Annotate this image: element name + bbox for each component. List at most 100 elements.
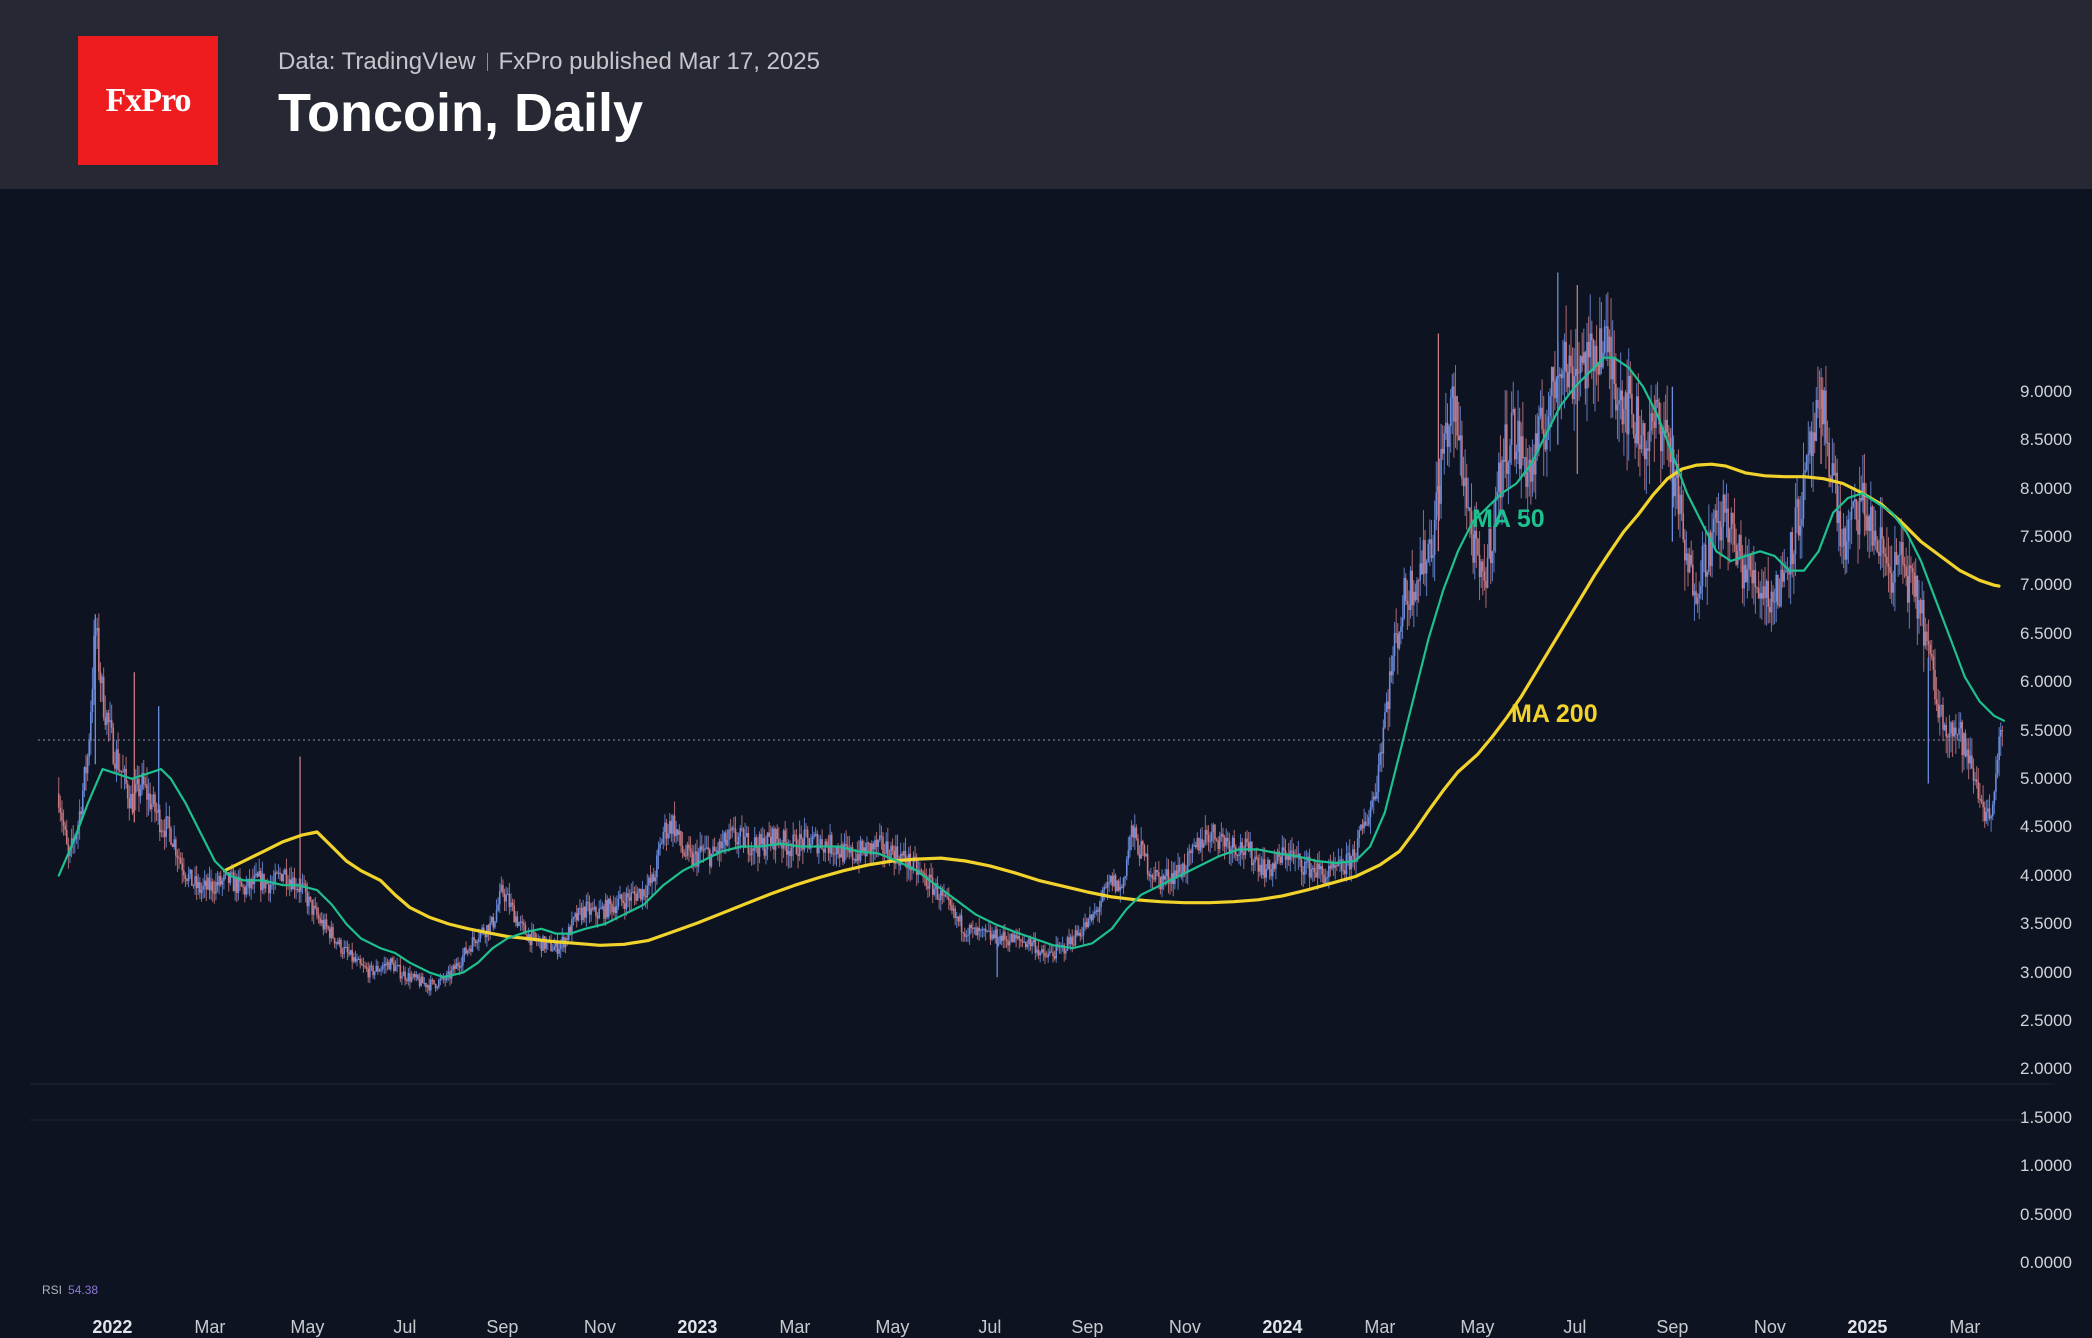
candle-body xyxy=(171,844,174,848)
candle-body xyxy=(890,845,892,863)
candle-body xyxy=(514,916,517,923)
candle-body xyxy=(837,846,839,855)
candle-body xyxy=(1002,931,1005,941)
candle-body xyxy=(1626,392,1628,435)
candle-body xyxy=(1050,951,1053,953)
candle-body xyxy=(1562,370,1564,379)
candle-body xyxy=(1509,445,1511,463)
candle-body xyxy=(1786,570,1789,572)
data-source: Data: TradingVIew xyxy=(278,48,476,75)
candle-body xyxy=(1953,727,1956,737)
candle-body xyxy=(1597,364,1600,375)
candle-body xyxy=(1032,940,1035,943)
price-chart[interactable]: 9.0000 8.5000 8.0000 7.5000 7.0000 6.5000 6.00… xyxy=(0,189,2092,1337)
candle-body xyxy=(599,908,602,910)
candle-body xyxy=(912,856,915,869)
candle-body xyxy=(1020,939,1022,942)
candle-body xyxy=(838,854,841,858)
candle-body xyxy=(349,950,352,955)
candle-body xyxy=(1214,824,1216,840)
candle-body xyxy=(644,895,647,898)
candle-body xyxy=(1117,880,1120,891)
candle-body xyxy=(800,834,803,840)
candle-body xyxy=(91,688,94,713)
candle-body xyxy=(466,950,469,954)
candle-body xyxy=(1084,922,1086,928)
candle-body xyxy=(782,830,785,849)
candle-body xyxy=(511,902,514,906)
price-tick: 3.5000 xyxy=(2020,914,2072,934)
candle-body xyxy=(1942,704,1944,730)
candle-body xyxy=(1615,383,1617,411)
candle-body xyxy=(867,842,870,844)
candle-body xyxy=(1496,491,1498,497)
candle-body xyxy=(1666,419,1668,433)
candle-body xyxy=(519,921,522,923)
candle-body xyxy=(1113,875,1115,886)
candle-body xyxy=(410,976,413,982)
candle-body xyxy=(325,919,328,927)
candle-body xyxy=(1645,448,1648,460)
candle-body xyxy=(219,875,222,885)
candle-body xyxy=(1015,934,1017,939)
candle-body xyxy=(834,853,836,855)
candle-body xyxy=(1906,576,1909,603)
candle-body xyxy=(1004,931,1006,940)
candle-body xyxy=(1283,847,1285,851)
candle-body xyxy=(118,770,121,772)
candle-body xyxy=(1948,733,1951,738)
candle-body xyxy=(163,831,166,837)
candle-body xyxy=(636,892,639,901)
candle-body xyxy=(1093,911,1096,914)
candle-body xyxy=(1647,448,1649,451)
candle-body xyxy=(516,916,519,927)
candle-body xyxy=(300,884,302,893)
candle-body xyxy=(648,877,650,886)
candle-body xyxy=(508,893,511,907)
candle-body xyxy=(542,936,544,951)
candle-body xyxy=(1231,837,1234,849)
candle-body xyxy=(1127,850,1130,860)
candle-body xyxy=(840,844,843,858)
price-tick: 4.5000 xyxy=(2020,817,2072,837)
candle-body xyxy=(112,727,115,764)
candle-body xyxy=(1315,872,1317,878)
rsi-indicator[interactable]: RSI 54.38 xyxy=(42,1283,98,1297)
candle-body xyxy=(1550,367,1553,397)
candle-body xyxy=(811,836,814,845)
candle-body xyxy=(1788,570,1790,575)
candle-body xyxy=(583,907,586,918)
candle-body xyxy=(717,850,719,854)
price-tick: 7.0000 xyxy=(2020,575,2072,595)
candle-body xyxy=(243,887,246,895)
candle-body xyxy=(498,891,501,905)
candle-body xyxy=(614,906,617,914)
candle-body xyxy=(1403,578,1405,619)
candle-body xyxy=(909,853,912,871)
candle-body xyxy=(880,835,883,837)
candle-body xyxy=(585,901,588,918)
candle-body xyxy=(1005,939,1008,941)
candle-body xyxy=(1967,749,1970,764)
candle-body xyxy=(1010,933,1013,942)
candle-body xyxy=(1696,598,1699,604)
candle-body xyxy=(723,832,726,843)
year-tick: 2025 xyxy=(1847,1317,1888,1337)
candle-body xyxy=(672,815,674,834)
candle-body xyxy=(1587,341,1590,358)
candle-body xyxy=(1350,855,1353,870)
candle-body xyxy=(1199,839,1202,851)
candle-body xyxy=(1700,585,1702,594)
candle-body xyxy=(851,847,854,860)
candle-body xyxy=(340,939,342,954)
candle-body xyxy=(417,974,419,980)
candle-body xyxy=(617,898,620,906)
candle-body xyxy=(1023,941,1025,943)
candle-body xyxy=(692,854,695,867)
candle-body xyxy=(596,916,599,919)
candle-body xyxy=(624,903,626,909)
candle-body xyxy=(170,827,172,845)
candle-body xyxy=(1154,870,1157,880)
candle-body xyxy=(684,855,687,857)
candle-body xyxy=(1600,328,1603,368)
